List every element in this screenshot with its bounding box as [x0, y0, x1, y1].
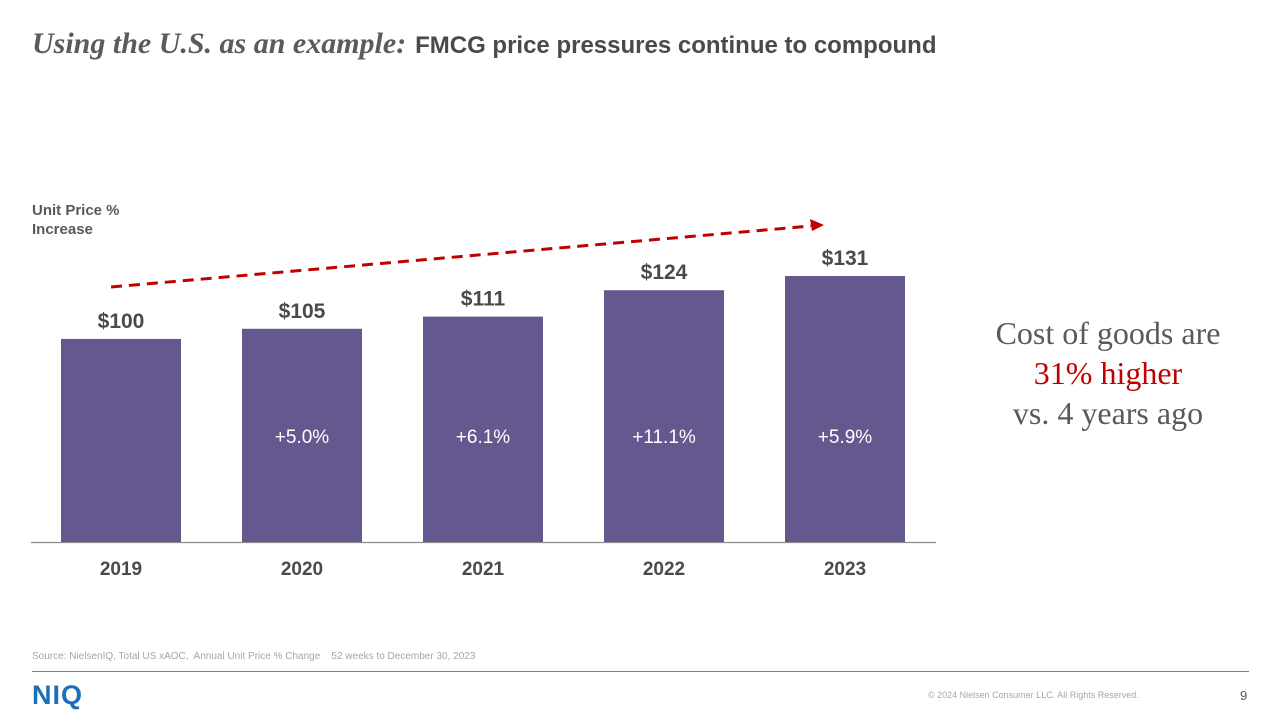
trend-arrow-line	[110, 224, 812, 289]
pct-label-2022: +11.1%	[632, 427, 696, 448]
x-tick-2019: 2019	[100, 559, 142, 580]
callout-text: Cost of goods are 31% higher vs. 4 years…	[960, 313, 1256, 433]
value-label-2023: $131	[822, 247, 869, 270]
bar-2021	[423, 316, 543, 542]
x-tick-2023: 2023	[824, 559, 866, 580]
bar-2022	[604, 290, 724, 542]
page-title: Using the U.S. as an example: FMCG price…	[32, 24, 936, 61]
x-tick-2022: 2022	[643, 559, 685, 580]
page-number: 9	[1240, 688, 1248, 703]
pct-label-2021: +6.1%	[456, 427, 511, 448]
footer-divider	[32, 671, 1249, 672]
title-rest: FMCG price pressures continue to compoun…	[415, 32, 937, 59]
niq-logo: NIQ	[32, 680, 84, 710]
pct-label-2023: +5.9%	[818, 427, 873, 448]
callout-line-3: vs. 4 years ago	[1012, 395, 1204, 431]
pct-label-2020: +5.0%	[275, 427, 330, 448]
source-note: Source: NielsenIQ, Total US xAOC, Annual…	[32, 651, 476, 662]
trend-arrow-head	[810, 219, 824, 231]
value-label-2022: $124	[641, 261, 688, 284]
y-axis-label: Unit Price % Increase	[32, 202, 120, 238]
callout-highlight: 31% higher	[1033, 355, 1183, 391]
value-label-2019: $100	[98, 310, 145, 333]
bar-2020	[242, 328, 362, 542]
value-label-2020: $105	[279, 300, 326, 323]
bar-2019	[61, 338, 181, 542]
x-tick-2020: 2020	[281, 559, 323, 580]
callout-line-1: Cost of goods are	[995, 315, 1221, 351]
x-tick-2021: 2021	[462, 559, 505, 580]
bar-2023	[785, 276, 905, 542]
title-lead: Using the U.S. as an example:	[32, 27, 407, 60]
value-label-2021: $111	[461, 288, 506, 311]
copyright-notice: © 2024 Nielsen Consumer LLC. All Rights …	[928, 690, 1139, 700]
